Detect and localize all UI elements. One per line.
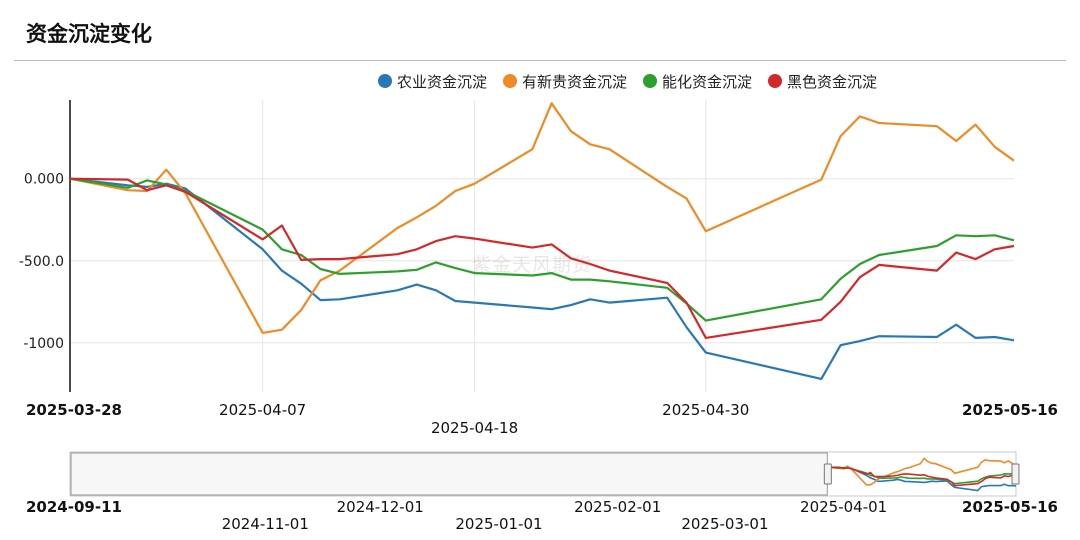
series-line — [69, 177, 1015, 322]
navigator-series-line — [828, 466, 1017, 492]
navigator-left-handle[interactable] — [823, 463, 832, 485]
navigator-series-line — [828, 466, 1017, 487]
series-line — [69, 177, 1015, 380]
navigator-series-line — [828, 457, 1017, 486]
legend-dot-icon — [643, 74, 658, 88]
x-tick-label: 2025-03-28 — [26, 401, 122, 419]
x-tick-label: 2025-04-30 — [662, 401, 749, 419]
y-tick-label: -500.0 — [19, 254, 64, 270]
legend: 农业资金沉淀 有新贵资金沉淀 能化资金沉淀 黑色资金沉淀 — [378, 70, 893, 92]
x-tick-label: 2025-04-18 — [431, 419, 518, 437]
watermark: 紫金天风期货 — [472, 254, 593, 276]
navigator-history-region[interactable] — [70, 452, 828, 496]
legend-item[interactable]: 有新贵资金沉淀 — [503, 71, 627, 92]
legend-dot-icon — [378, 74, 392, 88]
navigator-tick-label: 2025-02-01 — [574, 498, 661, 516]
legend-label: 能化资金沉淀 — [662, 72, 753, 91]
legend-item[interactable]: 能化资金沉淀 — [643, 71, 752, 92]
navigator-tick-label: 2025-04-01 — [800, 498, 887, 516]
y-tick-label: 0.000 — [24, 172, 64, 188]
navigator-tick-label: 2024-12-01 — [337, 498, 424, 516]
legend-label: 有新贵资金沉淀 — [522, 72, 628, 91]
legend-dot-icon — [503, 74, 518, 88]
y-tick-label: -1000 — [23, 336, 64, 352]
legend-dot-icon — [768, 74, 783, 88]
legend-label: 黑色资金沉淀 — [787, 72, 878, 91]
legend-label: 农业资金沉淀 — [397, 72, 488, 91]
x-tick-label: 2025-05-16 — [962, 401, 1058, 419]
series-line — [69, 177, 1015, 339]
navigator-tick-label: 2024-11-01 — [222, 515, 309, 533]
x-tick-label: 2025-04-07 — [219, 401, 306, 419]
navigator-tick-label: 2025-03-01 — [681, 515, 768, 533]
navigator-tick-label: 2024-09-11 — [26, 498, 122, 516]
series-line — [69, 102, 1015, 334]
navigator-right-handle[interactable] — [1011, 463, 1020, 485]
navigator-tick-label: 2025-05-16 — [962, 498, 1058, 516]
legend-item[interactable]: 农业资金沉淀 — [378, 71, 487, 92]
navigator-tick-label: 2025-01-01 — [455, 515, 542, 533]
title-divider — [14, 60, 1066, 61]
chart-title: 资金沉淀变化 — [26, 22, 152, 46]
legend-item[interactable]: 黑色资金沉淀 — [768, 71, 877, 92]
